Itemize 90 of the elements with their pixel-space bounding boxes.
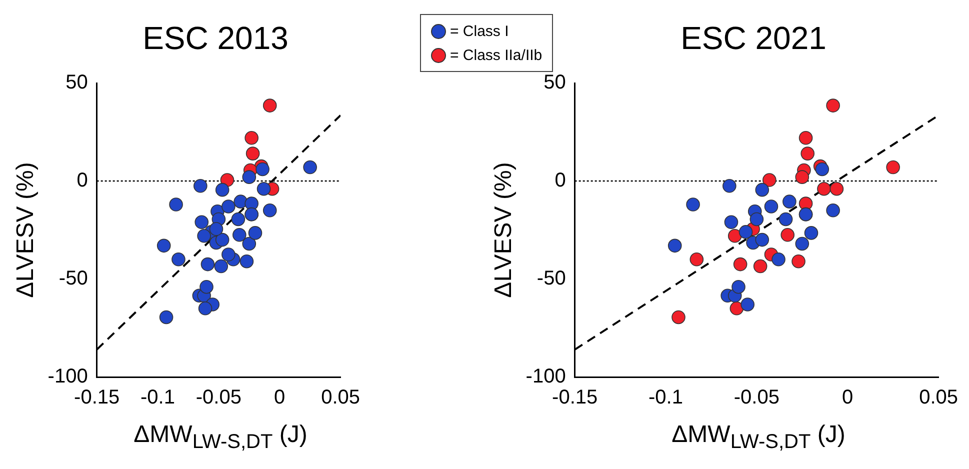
y-tick-label: -100 xyxy=(526,366,566,388)
point xyxy=(772,252,786,266)
x-tick-label: -0.1 xyxy=(648,386,683,409)
point xyxy=(750,212,764,226)
y-tick-label: 0 xyxy=(554,170,566,192)
x-tick-label: -0.05 xyxy=(734,386,780,409)
y-tick-label: -50 xyxy=(58,268,88,290)
point xyxy=(172,252,186,266)
point xyxy=(755,232,770,247)
point xyxy=(215,232,230,247)
point xyxy=(209,222,224,236)
point xyxy=(244,130,258,145)
point xyxy=(740,298,754,312)
point xyxy=(198,302,212,316)
x-tick-label: 0 xyxy=(274,386,286,409)
point xyxy=(755,182,770,197)
y-tick-label: -100 xyxy=(48,366,88,388)
point xyxy=(262,98,277,112)
point xyxy=(753,259,768,274)
point xyxy=(782,194,796,208)
point xyxy=(668,238,682,253)
point xyxy=(778,212,793,226)
point xyxy=(800,146,815,160)
y-axis-title: ΔLVESV (%) xyxy=(490,162,518,298)
y-tick-label: 50 xyxy=(66,72,88,94)
point xyxy=(686,198,700,212)
point xyxy=(234,194,248,208)
point xyxy=(733,257,748,272)
point xyxy=(256,182,271,196)
point xyxy=(242,170,256,184)
x-axis-title: ΔMW$_{LW-S,DT}$ (J) xyxy=(132,421,308,454)
point xyxy=(240,254,254,268)
point xyxy=(732,280,746,294)
point xyxy=(780,228,794,242)
x-tick-label: 0.05 xyxy=(321,386,360,409)
x-tick-label: -0.15 xyxy=(552,386,598,409)
x-tick-label: -0.15 xyxy=(74,386,120,409)
y-axis-title: ΔLVESV (%) xyxy=(12,162,40,298)
y-tick-label: -50 xyxy=(536,268,566,290)
point xyxy=(817,182,831,196)
x-tick-label: 0.05 xyxy=(919,386,958,409)
point xyxy=(231,212,246,226)
point xyxy=(762,173,776,187)
point xyxy=(804,226,818,240)
point xyxy=(886,160,900,174)
point xyxy=(795,236,810,251)
point xyxy=(200,280,214,294)
point xyxy=(169,198,183,212)
point xyxy=(197,228,211,243)
x-tick-label: 0 xyxy=(842,386,854,409)
point xyxy=(826,204,840,218)
point xyxy=(242,236,256,251)
point xyxy=(214,259,228,274)
point xyxy=(815,162,830,176)
point xyxy=(248,226,262,240)
point xyxy=(194,215,209,230)
point xyxy=(764,200,778,214)
point xyxy=(672,310,686,324)
point xyxy=(830,182,844,196)
point xyxy=(690,252,704,266)
x-axis-title: ΔMW$_{LW-S,DT}$ (J) xyxy=(670,421,846,454)
point xyxy=(232,228,246,242)
chart-title: ESC 2021 xyxy=(680,20,826,56)
point xyxy=(222,248,236,262)
point xyxy=(156,238,171,253)
x-tick-label: -0.05 xyxy=(196,386,242,409)
legend-label: = Class IIa/IIb xyxy=(450,46,542,64)
point xyxy=(303,160,317,174)
point xyxy=(738,225,753,239)
y-tick-label: 50 xyxy=(544,72,566,94)
point xyxy=(222,200,236,214)
legend-label: = Class I xyxy=(450,22,509,40)
point xyxy=(798,130,813,145)
point xyxy=(200,257,215,272)
point xyxy=(826,98,840,112)
y-tick-label: 0 xyxy=(76,170,88,192)
point xyxy=(262,204,277,218)
point xyxy=(246,146,260,160)
point xyxy=(256,162,270,176)
point xyxy=(730,302,744,316)
point xyxy=(722,179,736,193)
point xyxy=(792,254,806,268)
point xyxy=(795,170,810,184)
point xyxy=(215,182,230,197)
chart-title: ESC 2013 xyxy=(142,19,290,58)
x-tick-label: -0.1 xyxy=(140,386,175,409)
point xyxy=(724,215,738,230)
point xyxy=(728,228,742,243)
point xyxy=(159,310,174,324)
point xyxy=(194,179,208,193)
